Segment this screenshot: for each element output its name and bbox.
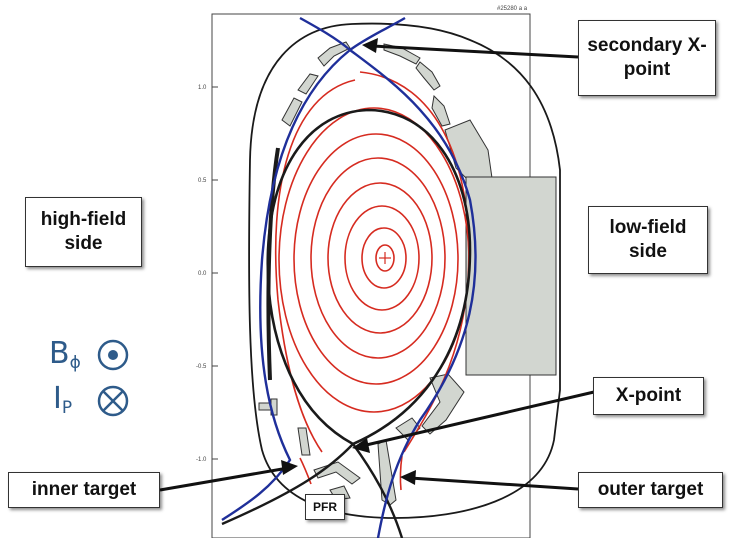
into-page-icon	[97, 385, 129, 417]
i-p-symbol: I	[53, 381, 62, 416]
upper-divertor-tiles	[281, 41, 451, 127]
secondary-separatrix-inner	[221, 16, 406, 522]
toroidal-field-legend: Bϕ	[49, 336, 81, 373]
separatrix-outer-leg	[352, 443, 404, 538]
outer-target-callout: outer target	[578, 472, 723, 508]
secondary-xpoint-callout: secondary X-point	[578, 20, 716, 96]
high-field-side-callout: high-field side	[25, 197, 142, 267]
separatrix-inner-leg	[221, 443, 354, 526]
separatrix	[266, 108, 472, 446]
y-tick-label: 0.5	[198, 178, 207, 184]
inner-target-callout: inner target	[8, 472, 160, 508]
y-tick-label: -1.0	[196, 457, 207, 463]
y-tick-label: -0.5	[196, 364, 207, 370]
y-axis-ticks: 1.0 0.5 0.0 -0.5 -1.0 #25280 a a	[196, 6, 528, 463]
y-tick-label: 0.0	[198, 271, 207, 277]
y-tick-label: 1.0	[198, 85, 207, 91]
b-phi-symbol: B	[49, 336, 70, 371]
low-field-side-callout: low-field side	[588, 206, 708, 274]
plasma-current-legend: IP	[53, 381, 73, 418]
callout-arrows	[159, 38, 595, 492]
xpoint-callout: X-point	[593, 377, 704, 415]
shot-number-label: #25280 a a	[497, 6, 528, 12]
pfr-label: PFR	[305, 494, 345, 520]
outboard-structure	[465, 176, 557, 376]
out-of-page-icon	[97, 339, 129, 371]
